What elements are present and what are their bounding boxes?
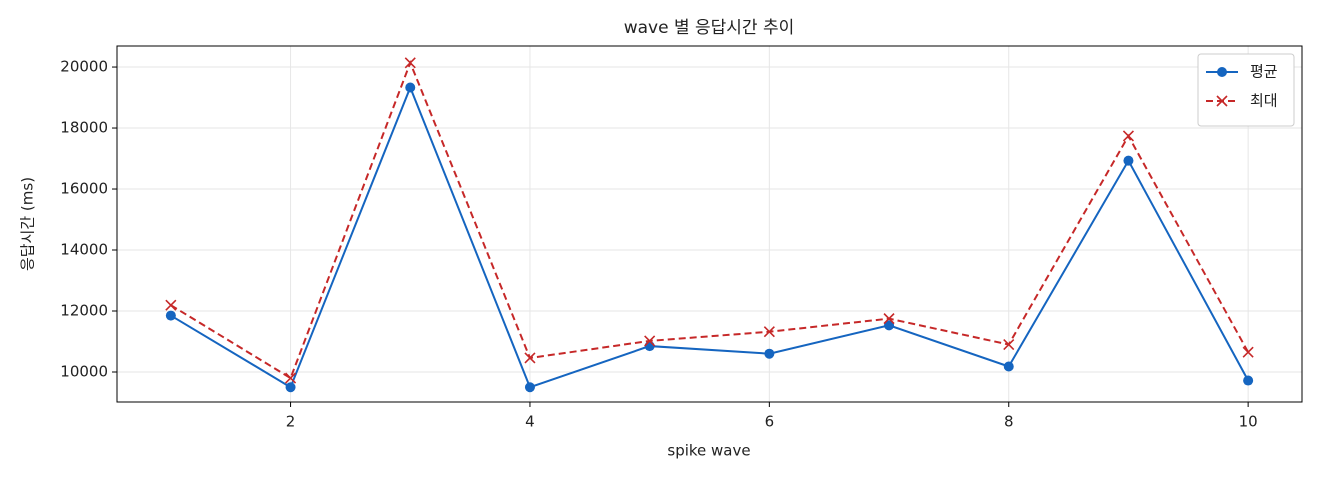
- point: [524, 352, 536, 364]
- point: [763, 326, 775, 338]
- x-axis-label: spike wave: [667, 442, 750, 460]
- y-tick-label: 16000: [60, 180, 108, 198]
- point: [404, 57, 416, 69]
- point: [524, 382, 535, 393]
- point: [285, 382, 296, 393]
- point: [884, 320, 895, 331]
- point: [1243, 375, 1254, 386]
- y-tick-label: 18000: [60, 119, 108, 137]
- series-line: [170, 60, 1250, 380]
- legend-marker: [1216, 95, 1228, 107]
- y-tick-label: 20000: [60, 58, 108, 76]
- point: [1242, 346, 1254, 358]
- x-tick-label: 8: [1004, 413, 1014, 431]
- point: [405, 82, 416, 93]
- point: [165, 310, 176, 321]
- point: [1123, 155, 1134, 166]
- y-tick-label: 14000: [60, 241, 108, 259]
- point: [1122, 130, 1135, 142]
- x-tick-label: 10: [1239, 413, 1258, 431]
- point: [165, 299, 177, 311]
- legend-marker: [1217, 67, 1227, 77]
- point: [883, 313, 895, 325]
- y-tick-label: 10000: [60, 362, 108, 380]
- point: [764, 348, 775, 359]
- series-line: [170, 84, 1250, 389]
- point: [644, 335, 656, 347]
- y-axis-label: 응답시간 (ms): [19, 177, 37, 271]
- point: [1003, 361, 1014, 372]
- x-tick-label: 2: [286, 413, 296, 431]
- plot-frame: [116, 45, 1303, 403]
- x-tick-label: 4: [525, 413, 535, 431]
- legend-box: [1197, 53, 1295, 127]
- chart-title: wave 별 응답시간 추이: [624, 18, 795, 38]
- legend-label: 최대: [1250, 92, 1278, 110]
- x-tick-label: 6: [765, 413, 775, 431]
- point: [644, 341, 655, 352]
- legend-label: 평균: [1250, 63, 1278, 81]
- point: [1003, 338, 1015, 351]
- point: [284, 372, 297, 384]
- y-tick-label: 12000: [60, 302, 108, 320]
